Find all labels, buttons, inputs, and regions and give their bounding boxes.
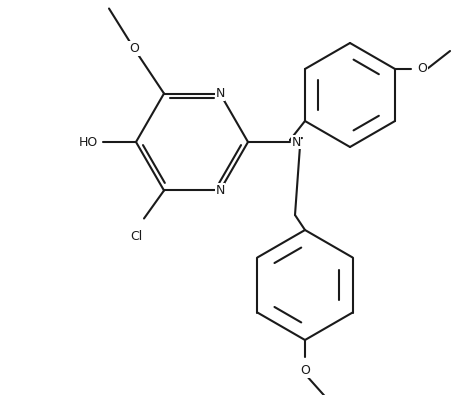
Text: O: O <box>417 62 427 75</box>
Text: N: N <box>215 184 225 197</box>
Text: O: O <box>300 364 310 377</box>
Text: N: N <box>215 87 225 100</box>
Text: HO: HO <box>79 135 98 149</box>
Text: Cl: Cl <box>130 231 142 243</box>
Text: O: O <box>129 42 139 55</box>
Text: N: N <box>291 135 301 149</box>
